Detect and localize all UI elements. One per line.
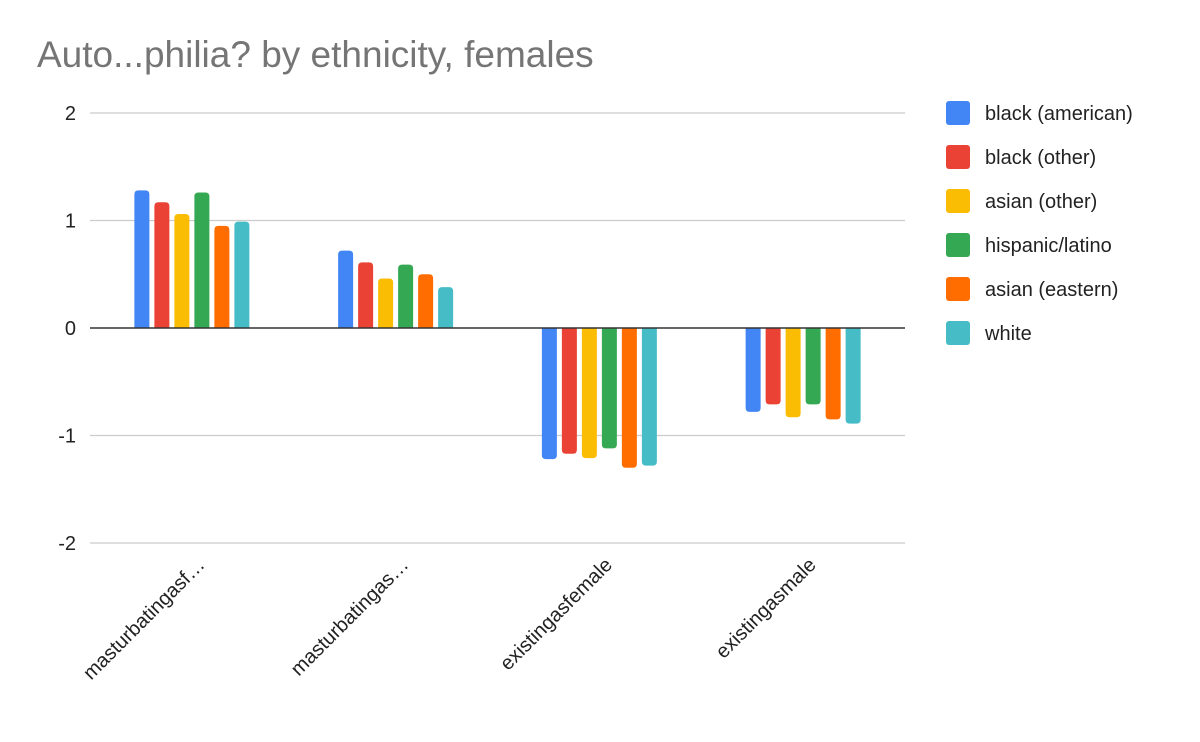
legend-label: black (american) xyxy=(985,103,1133,125)
bar[interactable] xyxy=(398,264,414,328)
bar[interactable] xyxy=(641,328,657,466)
legend-swatch xyxy=(946,233,970,257)
legend: black (american) black (other) asian (othe… xyxy=(946,101,1133,345)
chart-title: Auto...philia? by ethnicity, females xyxy=(37,34,594,75)
bar[interactable] xyxy=(825,328,841,420)
bar[interactable] xyxy=(418,274,434,328)
bar[interactable] xyxy=(174,214,190,328)
bar[interactable] xyxy=(358,262,374,328)
legend-swatch xyxy=(946,145,970,169)
bar[interactable] xyxy=(541,328,557,460)
category-labels: masturbatingasf… masturbatingas… existinga… xyxy=(79,554,821,684)
legend-swatch xyxy=(946,189,970,213)
bar[interactable] xyxy=(745,328,761,412)
bar[interactable] xyxy=(601,328,617,449)
legend-swatch xyxy=(946,277,970,301)
bar[interactable] xyxy=(621,328,637,468)
bar[interactable] xyxy=(234,221,250,328)
bar[interactable] xyxy=(438,287,454,328)
legend-swatch xyxy=(946,321,970,345)
x-category-label: masturbatingasf… xyxy=(79,554,209,684)
legend-label: hispanic/latino xyxy=(985,235,1112,257)
bar[interactable] xyxy=(805,328,821,405)
bars-layer xyxy=(134,190,861,468)
bar[interactable] xyxy=(338,250,354,328)
grid-layer xyxy=(90,112,905,544)
bar[interactable] xyxy=(845,328,861,424)
y-tick-label: -2 xyxy=(58,533,76,555)
legend-swatch xyxy=(946,101,970,125)
y-tick-label: -1 xyxy=(58,426,76,448)
bar[interactable] xyxy=(134,190,150,328)
ticks-layer: 2 1 0 -1 -2 xyxy=(58,103,76,555)
bar[interactable] xyxy=(581,328,597,459)
bar[interactable] xyxy=(378,278,394,328)
x-category-label: existingasmale xyxy=(712,554,821,663)
bar[interactable] xyxy=(154,202,170,328)
legend-label: black (other) xyxy=(985,147,1096,169)
y-tick-label: 1 xyxy=(65,211,76,233)
legend-label: white xyxy=(984,323,1032,345)
legend-label: asian (eastern) xyxy=(985,279,1118,301)
y-tick-label: 2 xyxy=(65,103,76,125)
bar[interactable] xyxy=(561,328,577,454)
x-category-label: masturbatingas… xyxy=(287,554,413,680)
bar[interactable] xyxy=(765,328,781,405)
legend-label: asian (other) xyxy=(985,191,1097,213)
y-tick-label: 0 xyxy=(65,318,76,340)
x-category-label: existingasfemale xyxy=(496,554,617,675)
bar[interactable] xyxy=(785,328,801,418)
bar[interactable] xyxy=(194,192,210,328)
bar[interactable] xyxy=(214,225,230,328)
